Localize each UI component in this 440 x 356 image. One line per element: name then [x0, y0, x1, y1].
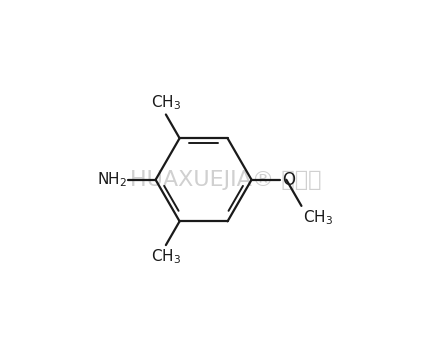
Text: O: O	[282, 171, 295, 189]
Text: CH$_3$: CH$_3$	[151, 247, 181, 266]
Text: CH$_3$: CH$_3$	[151, 94, 181, 112]
Text: HUAXUEJIA® 化学加: HUAXUEJIA® 化学加	[130, 170, 321, 190]
Text: NH$_2$: NH$_2$	[97, 171, 127, 189]
Text: CH$_3$: CH$_3$	[303, 208, 333, 227]
